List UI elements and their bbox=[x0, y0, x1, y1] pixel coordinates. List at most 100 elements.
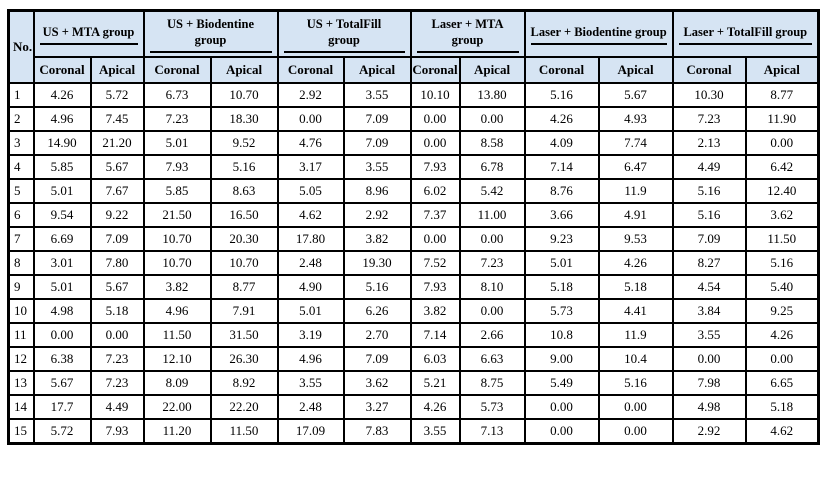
value-cell: 3.55 bbox=[342, 154, 412, 180]
value-cell: 2.92 bbox=[276, 82, 345, 108]
group-header-label: Laser + Biodentine group bbox=[530, 23, 667, 46]
table-container: No. US + MTA group US + Biodentine group US… bbox=[7, 9, 821, 445]
value-cell: 6.65 bbox=[744, 370, 820, 396]
value-cell: 8.10 bbox=[458, 274, 526, 300]
value-cell: 0.00 bbox=[89, 322, 145, 348]
table-header: No. US + MTA group US + Biodentine group US… bbox=[7, 9, 820, 84]
value-cell: 4.49 bbox=[89, 394, 145, 420]
row-number-cell: 6 bbox=[7, 202, 35, 228]
group-header-laser-biodentine: Laser + Biodentine group bbox=[523, 9, 674, 58]
value-cell: 4.98 bbox=[32, 298, 92, 324]
row-number-cell: 14 bbox=[7, 394, 35, 420]
table-row: 14 17.7 4.49 22.00 22.20 2.48 3.27 4.26 5.73 0.00… bbox=[7, 394, 820, 420]
value-cell: 7.45 bbox=[89, 106, 145, 132]
value-cell: 5.40 bbox=[744, 274, 820, 300]
value-cell: 5.05 bbox=[276, 178, 345, 204]
value-cell: 0.00 bbox=[409, 226, 461, 252]
value-cell: 5.16 bbox=[597, 370, 674, 396]
value-cell: 4.62 bbox=[744, 418, 820, 445]
value-cell: 0.00 bbox=[458, 106, 526, 132]
row-number-cell: 3 bbox=[7, 130, 35, 156]
value-cell: 4.41 bbox=[597, 298, 674, 324]
subheader-apical: Apical bbox=[744, 56, 820, 84]
subheader-apical: Apical bbox=[597, 56, 674, 84]
subheader-coronal: Coronal bbox=[671, 56, 747, 84]
value-cell: 4.26 bbox=[523, 106, 600, 132]
value-cell: 12.40 bbox=[744, 178, 820, 204]
value-cell: 3.55 bbox=[342, 82, 412, 108]
value-cell: 7.09 bbox=[89, 226, 145, 252]
table-row: 7 6.69 7.09 10.70 20.30 17.80 3.82 0.00 0.00 9.23… bbox=[7, 226, 820, 252]
value-cell: 10.70 bbox=[142, 250, 212, 276]
value-cell: 6.63 bbox=[458, 346, 526, 372]
value-cell: 11.50 bbox=[209, 418, 279, 445]
value-cell: 11.50 bbox=[744, 226, 820, 252]
value-cell: 0.00 bbox=[744, 130, 820, 156]
value-cell: 5.18 bbox=[744, 394, 820, 420]
value-cell: 7.09 bbox=[342, 130, 412, 156]
value-cell: 3.82 bbox=[342, 226, 412, 252]
row-number-cell: 5 bbox=[7, 178, 35, 204]
table-body: 1 4.26 5.72 6.73 10.70 2.92 3.55 10.10 13.80 5.16… bbox=[7, 82, 820, 445]
value-cell: 8.63 bbox=[209, 178, 279, 204]
value-cell: 6.42 bbox=[744, 154, 820, 180]
value-cell: 2.70 bbox=[342, 322, 412, 348]
value-cell: 8.77 bbox=[209, 274, 279, 300]
group-header-label: US + TotalFill group bbox=[283, 15, 405, 54]
value-cell: 8.96 bbox=[342, 178, 412, 204]
value-cell: 17.09 bbox=[276, 418, 345, 445]
table-row: 13 5.67 7.23 8.09 8.92 3.55 3.62 5.21 8.75 5.49 5.… bbox=[7, 370, 820, 396]
value-cell: 10.70 bbox=[209, 82, 279, 108]
value-cell: 11.9 bbox=[597, 322, 674, 348]
table-row: 6 9.54 9.22 21.50 16.50 4.62 2.92 7.37 11.00 3.66… bbox=[7, 202, 820, 228]
value-cell: 17.80 bbox=[276, 226, 345, 252]
value-cell: 2.92 bbox=[342, 202, 412, 228]
value-cell: 4.96 bbox=[32, 106, 92, 132]
row-number-cell: 2 bbox=[7, 106, 35, 132]
value-cell: 4.09 bbox=[523, 130, 600, 156]
group-header-laser-totalfill: Laser + TotalFill group bbox=[671, 9, 820, 58]
value-cell: 5.49 bbox=[523, 370, 600, 396]
value-cell: 7.23 bbox=[89, 346, 145, 372]
value-cell: 2.48 bbox=[276, 394, 345, 420]
value-cell: 0.00 bbox=[671, 346, 747, 372]
table-row: 12 6.38 7.23 12.10 26.30 4.96 7.09 6.03 6.63 9.00… bbox=[7, 346, 820, 372]
value-cell: 13.80 bbox=[458, 82, 526, 108]
data-table: No. US + MTA group US + Biodentine group US… bbox=[7, 9, 821, 445]
value-cell: 10.70 bbox=[209, 250, 279, 276]
table-row: 10 4.98 5.18 4.96 7.91 5.01 6.26 3.82 0.00 5.73 4.… bbox=[7, 298, 820, 324]
table-row: 15 5.72 7.93 11.20 11.50 17.09 7.83 3.55 7.13 0.0… bbox=[7, 418, 820, 445]
value-cell: 2.92 bbox=[671, 418, 747, 445]
value-cell: 4.49 bbox=[671, 154, 747, 180]
value-cell: 3.55 bbox=[671, 322, 747, 348]
subheader-apical: Apical bbox=[458, 56, 526, 84]
value-cell: 5.85 bbox=[142, 178, 212, 204]
value-cell: 4.93 bbox=[597, 106, 674, 132]
value-cell: 7.98 bbox=[671, 370, 747, 396]
value-cell: 11.9 bbox=[597, 178, 674, 204]
value-cell: 3.27 bbox=[342, 394, 412, 420]
value-cell: 3.82 bbox=[142, 274, 212, 300]
value-cell: 5.73 bbox=[458, 394, 526, 420]
group-header-laser-mta: Laser + MTA group bbox=[409, 9, 526, 58]
value-cell: 12.10 bbox=[142, 346, 212, 372]
value-cell: 7.93 bbox=[89, 418, 145, 445]
value-cell: 7.23 bbox=[458, 250, 526, 276]
value-cell: 4.26 bbox=[32, 82, 92, 108]
value-cell: 5.73 bbox=[523, 298, 600, 324]
row-number-cell: 13 bbox=[7, 370, 35, 396]
value-cell: 4.26 bbox=[597, 250, 674, 276]
value-cell: 7.23 bbox=[671, 106, 747, 132]
value-cell: 7.09 bbox=[342, 346, 412, 372]
value-cell: 9.53 bbox=[597, 226, 674, 252]
value-cell: 2.48 bbox=[276, 250, 345, 276]
value-cell: 4.91 bbox=[597, 202, 674, 228]
subheader-row: Coronal Apical Coronal Apical Coronal Apical C… bbox=[9, 56, 820, 84]
row-number-cell: 12 bbox=[7, 346, 35, 372]
value-cell: 4.76 bbox=[276, 130, 345, 156]
value-cell: 5.67 bbox=[89, 274, 145, 300]
value-cell: 2.13 bbox=[671, 130, 747, 156]
value-cell: 3.17 bbox=[276, 154, 345, 180]
value-cell: 6.38 bbox=[32, 346, 92, 372]
group-header-label: Laser + TotalFill group bbox=[678, 23, 813, 46]
